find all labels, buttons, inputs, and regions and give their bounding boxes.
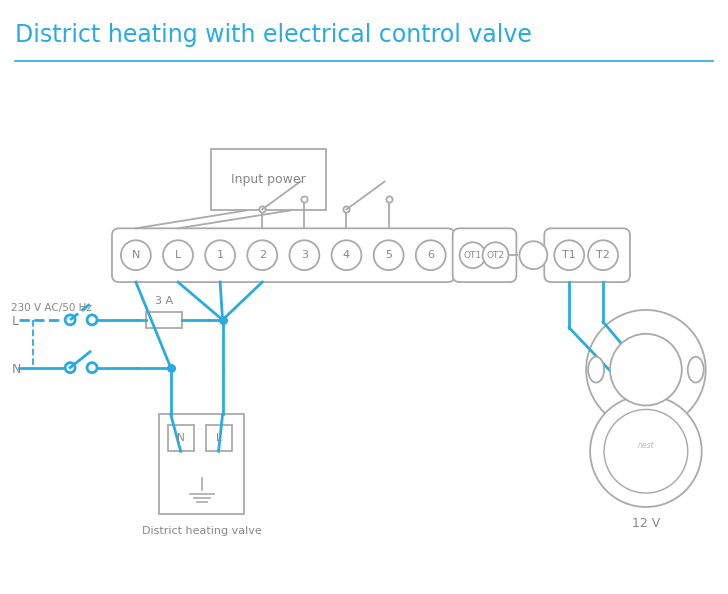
Text: 6: 6 [427, 250, 434, 260]
Circle shape [163, 240, 193, 270]
FancyBboxPatch shape [112, 228, 455, 282]
Circle shape [373, 240, 403, 270]
Circle shape [483, 242, 508, 268]
Text: nest: nest [638, 441, 654, 450]
Text: T1: T1 [562, 250, 576, 260]
Circle shape [87, 315, 97, 325]
Circle shape [121, 240, 151, 270]
Circle shape [65, 315, 75, 325]
FancyBboxPatch shape [453, 228, 516, 282]
Text: OT2: OT2 [486, 251, 505, 260]
Ellipse shape [688, 357, 704, 383]
Circle shape [588, 240, 618, 270]
Text: 3 A: 3 A [155, 296, 173, 306]
Text: L: L [175, 250, 181, 260]
Circle shape [416, 240, 446, 270]
FancyBboxPatch shape [146, 312, 182, 328]
Circle shape [205, 240, 235, 270]
FancyBboxPatch shape [167, 425, 194, 451]
FancyBboxPatch shape [634, 419, 658, 437]
Text: L: L [215, 434, 221, 443]
Text: nest: nest [636, 341, 657, 351]
Ellipse shape [588, 357, 604, 383]
Circle shape [586, 310, 705, 429]
FancyBboxPatch shape [205, 425, 232, 451]
Text: T2: T2 [596, 250, 610, 260]
Text: 12 V: 12 V [632, 517, 660, 530]
Text: 230 V AC/50 Hz: 230 V AC/50 Hz [12, 303, 92, 313]
Text: L: L [12, 315, 18, 328]
Circle shape [519, 241, 547, 269]
Circle shape [610, 334, 682, 406]
Text: 5: 5 [385, 250, 392, 260]
FancyBboxPatch shape [159, 415, 245, 514]
Circle shape [554, 240, 584, 270]
Text: District heating valve: District heating valve [142, 526, 261, 536]
Text: Input power: Input power [231, 173, 306, 186]
Text: 2: 2 [258, 250, 266, 260]
Circle shape [87, 363, 97, 372]
Text: N: N [12, 363, 20, 376]
FancyBboxPatch shape [210, 148, 326, 210]
Circle shape [590, 396, 702, 507]
Text: OT1: OT1 [464, 251, 482, 260]
Circle shape [248, 240, 277, 270]
Text: N: N [132, 250, 140, 260]
Text: N: N [177, 434, 185, 443]
Circle shape [459, 242, 486, 268]
Circle shape [65, 363, 75, 372]
Text: District heating with electrical control valve: District heating with electrical control… [15, 23, 532, 48]
Circle shape [331, 240, 361, 270]
Circle shape [604, 409, 688, 493]
Circle shape [290, 240, 320, 270]
Text: 3: 3 [301, 250, 308, 260]
Text: 4: 4 [343, 250, 350, 260]
Text: 1: 1 [217, 250, 223, 260]
FancyBboxPatch shape [545, 228, 630, 282]
